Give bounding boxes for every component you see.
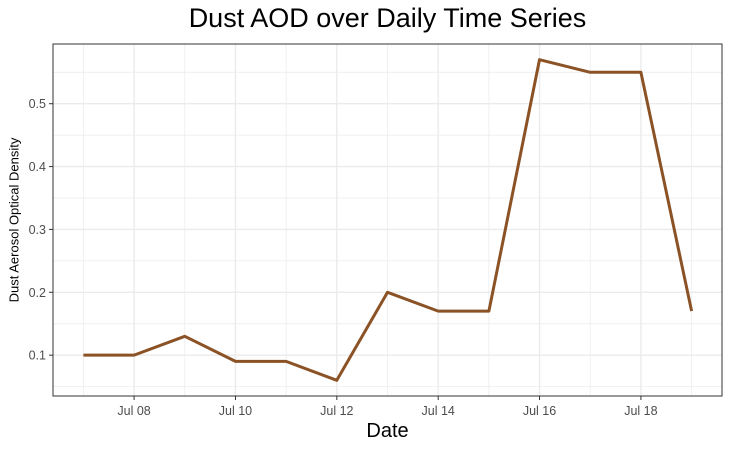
y-tick-label: 0.5 (29, 97, 46, 111)
x-tick-label: Jul 18 (624, 404, 657, 418)
x-tick-label: Jul 12 (320, 404, 353, 418)
x-tick-label: Jul 10 (219, 404, 252, 418)
y-tick-label: 0.3 (29, 223, 46, 237)
x-tick-label: Jul 16 (523, 404, 556, 418)
x-axis-title: Date (366, 420, 409, 442)
panel-border (52, 43, 723, 397)
chart-title: Dust AOD over Daily Time Series (188, 3, 587, 33)
y-tick-label: 0.4 (29, 160, 46, 174)
y-tick-label: 0.1 (29, 349, 46, 363)
x-tick-label: Jul 08 (117, 404, 150, 418)
x-tick-label: Jul 14 (422, 404, 455, 418)
series-line (83, 58, 694, 382)
y-tick-label: 0.2 (29, 286, 46, 300)
